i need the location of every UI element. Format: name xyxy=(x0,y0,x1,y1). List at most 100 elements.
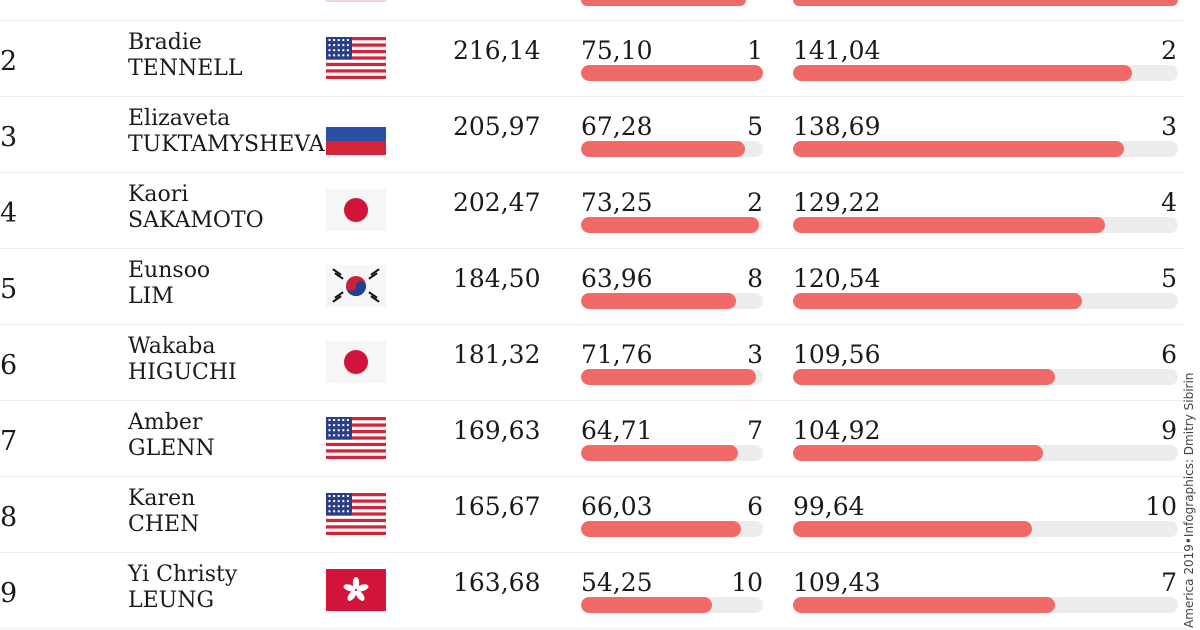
table-row-partial xyxy=(0,0,1185,21)
free-skate-bar-track xyxy=(793,141,1178,157)
rank-number: 3 xyxy=(0,122,18,153)
short-program-score: 63,96 xyxy=(581,264,653,293)
free-skate-bar-track xyxy=(793,597,1178,613)
skater-last-name: LIM xyxy=(128,284,174,309)
short-program-bar-track xyxy=(581,597,763,613)
free-skate-bar xyxy=(793,65,1132,81)
fs-bar-partial xyxy=(793,0,1178,6)
short-program-rank: 7 xyxy=(747,416,763,445)
total-score: 205,97 xyxy=(453,112,541,141)
free-skate-rank: 9 xyxy=(1161,416,1177,445)
skater-last-name: GLENN xyxy=(128,436,215,461)
skater-first-name: Eunsoo xyxy=(128,258,211,283)
japan-flag-icon xyxy=(326,341,386,383)
rank-number: 5 xyxy=(0,274,18,305)
sp-bar-partial xyxy=(581,0,746,6)
free-skate-bar-track xyxy=(793,445,1178,461)
russia-flag-icon xyxy=(326,113,386,155)
short-program-rank: 6 xyxy=(747,492,763,521)
rank-number: 4 xyxy=(0,198,18,229)
short-program-bar xyxy=(581,521,742,537)
short-program-score: 66,03 xyxy=(581,492,653,521)
free-skate-score: 141,04 xyxy=(793,36,881,65)
short-program-bar-track xyxy=(581,65,763,81)
total-score: 181,32 xyxy=(453,340,541,369)
table-row-6: 6 Wakaba HIGUCHI 181,32 71,76 3 109,56 6 xyxy=(0,324,1185,401)
free-skate-rank: 7 xyxy=(1161,568,1177,597)
short-program-bar xyxy=(581,141,745,157)
table-row-5: 5 Eunsoo LIM 184,50 63,96 8 120,54 5 xyxy=(0,248,1185,325)
free-skate-bar-track xyxy=(793,65,1178,81)
skater-last-name: SAKAMOTO xyxy=(128,208,264,233)
usa-flag-icon xyxy=(326,493,386,535)
short-program-bar-track xyxy=(581,293,763,309)
short-program-bar-track xyxy=(581,369,763,385)
total-score: 184,50 xyxy=(453,264,541,293)
rank-number: 7 xyxy=(0,426,18,457)
table-row-3: 3 Elizaveta TUKTAMYSHEVA 205,97 67,28 5 … xyxy=(0,96,1185,173)
short-program-rank: 10 xyxy=(731,568,763,597)
skater-first-name: Kaori xyxy=(128,182,189,207)
skater-first-name: Amber xyxy=(128,410,203,435)
short-program-bar xyxy=(581,217,760,233)
short-program-bar-track xyxy=(581,445,763,461)
skater-last-name: LEUNG xyxy=(128,588,215,613)
short-program-bar xyxy=(581,597,713,613)
free-skate-score: 138,69 xyxy=(793,112,881,141)
skater-first-name: Karen xyxy=(128,486,196,511)
free-skate-rank: 6 xyxy=(1161,340,1177,369)
total-score: 169,63 xyxy=(453,416,541,445)
flag-partial xyxy=(326,0,386,2)
short-program-score: 67,28 xyxy=(581,112,653,141)
free-skate-bar xyxy=(793,597,1055,613)
table-row-4: 4 Kaori SAKAMOTO 202,47 73,25 2 129,22 4 xyxy=(0,172,1185,249)
free-skate-score: 99,64 xyxy=(793,492,865,521)
free-skate-rank: 4 xyxy=(1161,188,1177,217)
short-program-bar-track xyxy=(581,141,763,157)
skater-first-name: Bradie xyxy=(128,30,202,55)
free-skate-bar xyxy=(793,369,1055,385)
usa-flag-icon xyxy=(326,37,386,79)
rank-number: 2 xyxy=(0,46,18,77)
short-program-bar xyxy=(581,65,763,81)
usa-flag-icon xyxy=(326,417,386,459)
short-program-bar-track xyxy=(581,217,763,233)
free-skate-rank: 2 xyxy=(1161,36,1177,65)
short-program-rank: 5 xyxy=(747,112,763,141)
free-skate-bar xyxy=(793,217,1105,233)
free-skate-rank: 5 xyxy=(1161,264,1177,293)
short-program-score: 54,25 xyxy=(581,568,653,597)
free-skate-bar xyxy=(793,141,1125,157)
free-skate-bar-track xyxy=(793,293,1178,309)
free-skate-score: 109,43 xyxy=(793,568,881,597)
japan-flag-icon xyxy=(326,189,386,231)
short-program-score: 75,10 xyxy=(581,36,653,65)
short-program-bar xyxy=(581,293,736,309)
short-program-bar xyxy=(581,445,738,461)
table-row-8: 8 Karen CHEN 165,67 66,03 6 99,64 10 xyxy=(0,476,1185,553)
skater-last-name: TENNELL xyxy=(128,56,243,81)
free-skate-bar-track xyxy=(793,217,1178,233)
free-skate-bar xyxy=(793,293,1082,309)
free-skate-rank: 3 xyxy=(1161,112,1177,141)
short-program-score: 73,25 xyxy=(581,188,653,217)
free-skate-score: 120,54 xyxy=(793,264,881,293)
infographic-credit: America 2019•Infographics: Dmitry Sibiri… xyxy=(1182,372,1196,628)
short-program-rank: 1 xyxy=(747,36,763,65)
skater-last-name: CHEN xyxy=(128,512,200,537)
short-program-score: 64,71 xyxy=(581,416,653,445)
free-skate-bar xyxy=(793,521,1032,537)
free-skate-bar-track xyxy=(793,369,1178,385)
table-row-7: 7 Amber GLENN 169,63 64,71 7 104,92 9 xyxy=(0,400,1185,477)
korea-flag-icon xyxy=(326,265,386,307)
total-score: 216,14 xyxy=(453,36,541,65)
short-program-score: 71,76 xyxy=(581,340,653,369)
short-program-rank: 8 xyxy=(747,264,763,293)
free-skate-score: 109,56 xyxy=(793,340,881,369)
free-skate-bar xyxy=(793,445,1044,461)
skater-last-name: TUKTAMYSHEVA xyxy=(128,132,325,157)
short-program-bar xyxy=(581,369,756,385)
total-score: 202,47 xyxy=(453,188,541,217)
free-skate-bar-track xyxy=(793,521,1178,537)
rank-number: 6 xyxy=(0,350,18,381)
